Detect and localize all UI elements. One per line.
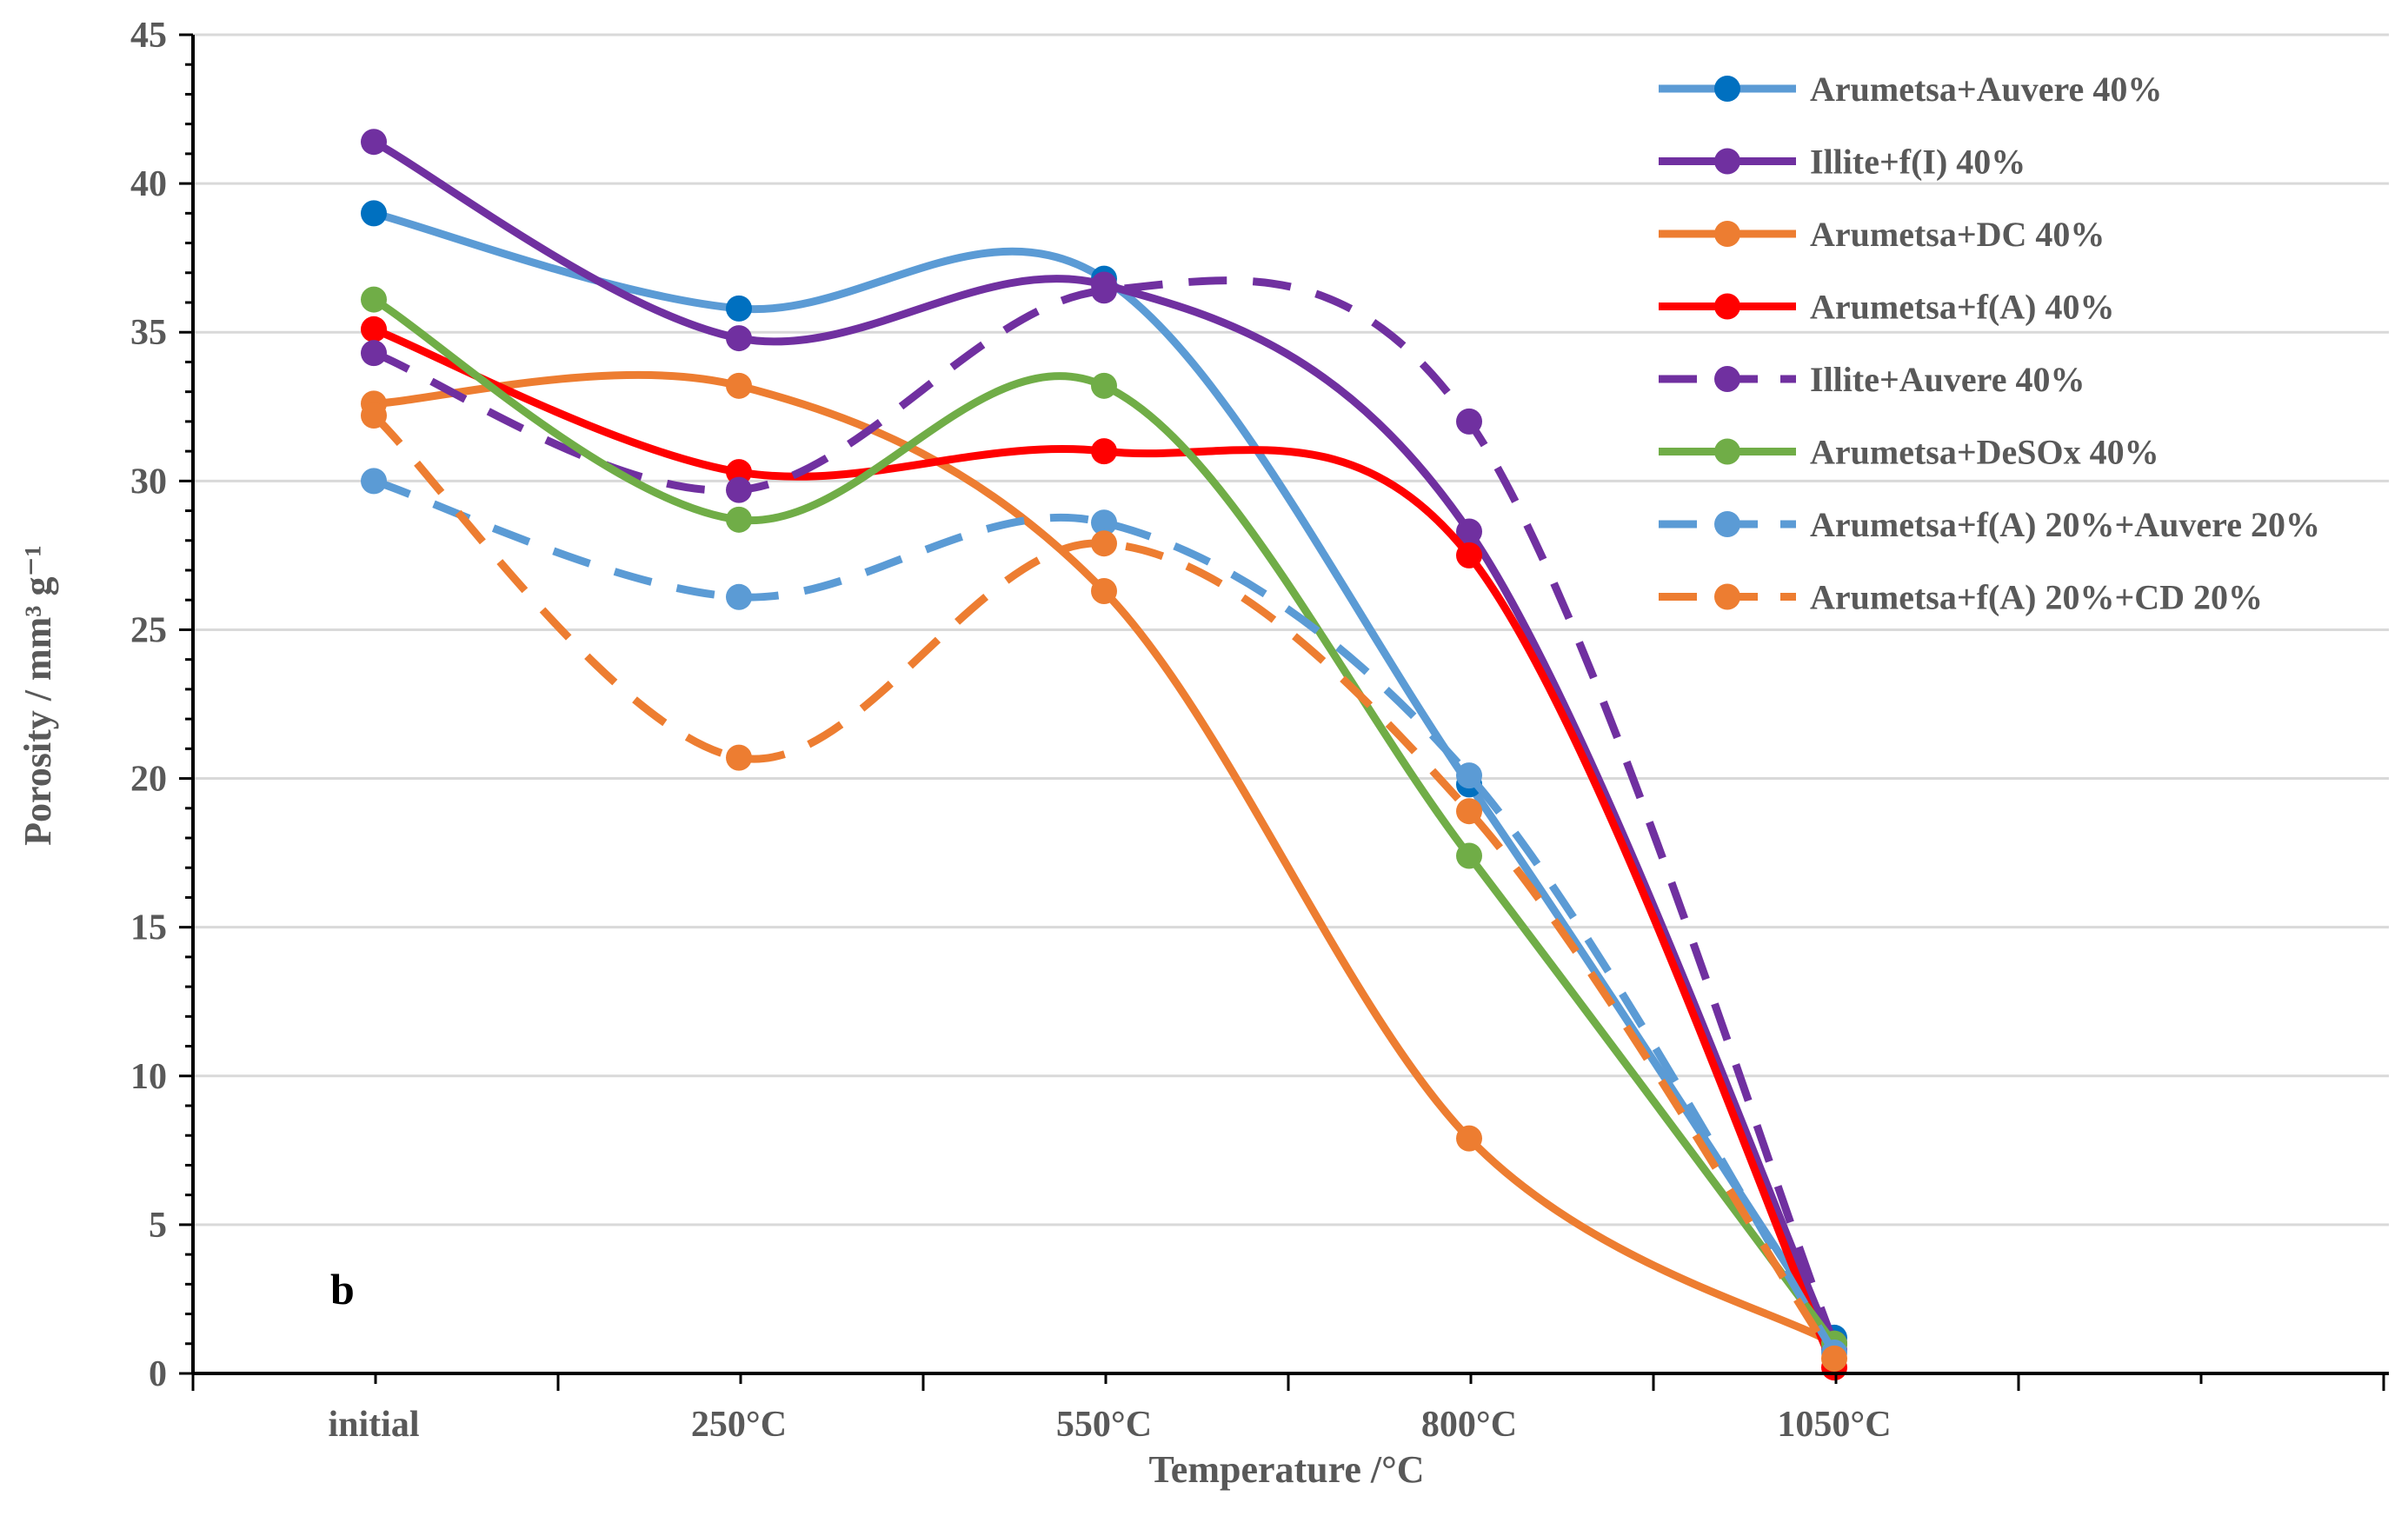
series-lines bbox=[361, 129, 1847, 1381]
x-tick-label: initial bbox=[328, 1405, 419, 1445]
legend-swatch-marker bbox=[1714, 293, 1740, 320]
legend-swatch-marker bbox=[1714, 511, 1740, 537]
legend-swatch-marker bbox=[1714, 221, 1740, 247]
legend-item: Arumetsa+f(A) 20%+CD 20% bbox=[1659, 578, 2263, 617]
y-tick-label: 0 bbox=[149, 1354, 167, 1394]
y-tick-label: 30 bbox=[130, 462, 167, 502]
legend-swatch-marker bbox=[1714, 76, 1740, 102]
data-point bbox=[726, 506, 752, 533]
data-point bbox=[361, 316, 387, 342]
series-4 bbox=[361, 316, 1847, 1381]
legend: Arumetsa+Auvere 40% Illite+f(I) 40% Arumet… bbox=[1659, 70, 2320, 617]
data-point bbox=[1456, 1125, 1482, 1152]
data-point bbox=[361, 468, 387, 495]
legend-label: Arumetsa+f(A) 40% bbox=[1810, 288, 2115, 327]
tick-labels: 0 5 10 15 20 25 30 35 40 45 initial 250°C 550°C 800°C… bbox=[130, 16, 1892, 1445]
data-point bbox=[361, 340, 387, 367]
y-tick-label: 35 bbox=[130, 313, 167, 353]
y-tick-label: 10 bbox=[130, 1057, 167, 1097]
legend-label: Arumetsa+DC 40% bbox=[1810, 215, 2105, 254]
data-point bbox=[361, 129, 387, 156]
legend-label: Arumetsa+Auvere 40% bbox=[1810, 70, 2162, 109]
x-tick-label: 250°C bbox=[691, 1405, 787, 1445]
data-point bbox=[726, 583, 752, 610]
data-point bbox=[1456, 518, 1482, 545]
data-point bbox=[1456, 762, 1482, 789]
data-point bbox=[1091, 438, 1117, 465]
legend-label: Illite+Auvere 40% bbox=[1810, 360, 2085, 399]
legend-item: Arumetsa+f(A) 20%+Auvere 20% bbox=[1659, 505, 2320, 544]
legend-swatch-marker bbox=[1714, 366, 1740, 392]
y-tick-label: 5 bbox=[149, 1206, 167, 1246]
legend-label: Arumetsa+DeSOx 40% bbox=[1810, 433, 2159, 472]
data-point bbox=[1456, 408, 1482, 435]
legend-item: Arumetsa+DeSOx 40% bbox=[1659, 433, 2159, 472]
y-tick-label: 45 bbox=[130, 16, 167, 56]
data-point bbox=[726, 459, 752, 486]
panel-label: b bbox=[330, 1265, 355, 1313]
y-tick-label: 25 bbox=[130, 610, 167, 650]
x-axis-title: Temperature /°C bbox=[1148, 1448, 1424, 1491]
data-point bbox=[726, 744, 752, 771]
data-point bbox=[1091, 277, 1117, 304]
axes bbox=[179, 33, 2389, 1391]
legend-swatch-marker bbox=[1714, 583, 1740, 610]
data-point bbox=[361, 402, 387, 429]
data-point bbox=[726, 325, 752, 352]
legend-label: Arumetsa+f(A) 20%+CD 20% bbox=[1810, 578, 2263, 617]
y-tick-label: 20 bbox=[130, 760, 167, 800]
legend-item: Illite+f(I) 40% bbox=[1659, 143, 2026, 182]
data-point bbox=[1091, 509, 1117, 536]
legend-item: Arumetsa+Auvere 40% bbox=[1659, 70, 2162, 109]
data-point bbox=[726, 295, 752, 322]
legend-item: Arumetsa+f(A) 40% bbox=[1659, 288, 2115, 327]
y-axis-title: Porosity / mm³ g⁻¹ bbox=[17, 545, 59, 846]
x-tick-label: 550°C bbox=[1056, 1405, 1152, 1445]
data-point bbox=[726, 372, 752, 399]
series-2 bbox=[361, 129, 1847, 1363]
y-tick-label: 15 bbox=[130, 908, 167, 948]
legend-item: Arumetsa+DC 40% bbox=[1659, 215, 2105, 254]
legend-swatch-marker bbox=[1714, 148, 1740, 175]
series-line bbox=[369, 137, 1839, 1354]
legend-swatch-marker bbox=[1714, 438, 1740, 465]
data-point bbox=[361, 286, 387, 313]
x-tick-label: 1050°C bbox=[1777, 1405, 1891, 1445]
series-7 bbox=[361, 468, 1847, 1366]
series-line bbox=[369, 370, 1839, 1348]
legend-item: Illite+Auvere 40% bbox=[1659, 360, 2085, 399]
data-point bbox=[1456, 542, 1482, 568]
data-point bbox=[1456, 798, 1482, 825]
gridlines bbox=[193, 33, 2389, 1227]
series-line bbox=[369, 209, 1839, 1342]
series-line bbox=[369, 325, 1839, 1372]
data-point bbox=[1821, 1345, 1847, 1372]
series-line bbox=[370, 412, 1838, 1361]
series-8 bbox=[361, 402, 1847, 1372]
data-point bbox=[1091, 530, 1117, 557]
data-point bbox=[726, 476, 752, 503]
legend-label: Arumetsa+f(A) 20%+Auvere 20% bbox=[1810, 505, 2320, 544]
data-point bbox=[1456, 842, 1482, 869]
y-tick-label: 40 bbox=[130, 164, 167, 204]
data-point bbox=[1091, 577, 1117, 604]
x-tick-label: 800°C bbox=[1421, 1405, 1517, 1445]
series-line bbox=[372, 477, 1838, 1355]
data-point bbox=[1091, 372, 1117, 399]
legend-label: Illite+f(I) 40% bbox=[1810, 143, 2026, 182]
data-point bbox=[361, 200, 387, 227]
series-line bbox=[369, 296, 1839, 1348]
series-5 bbox=[361, 276, 1847, 1357]
